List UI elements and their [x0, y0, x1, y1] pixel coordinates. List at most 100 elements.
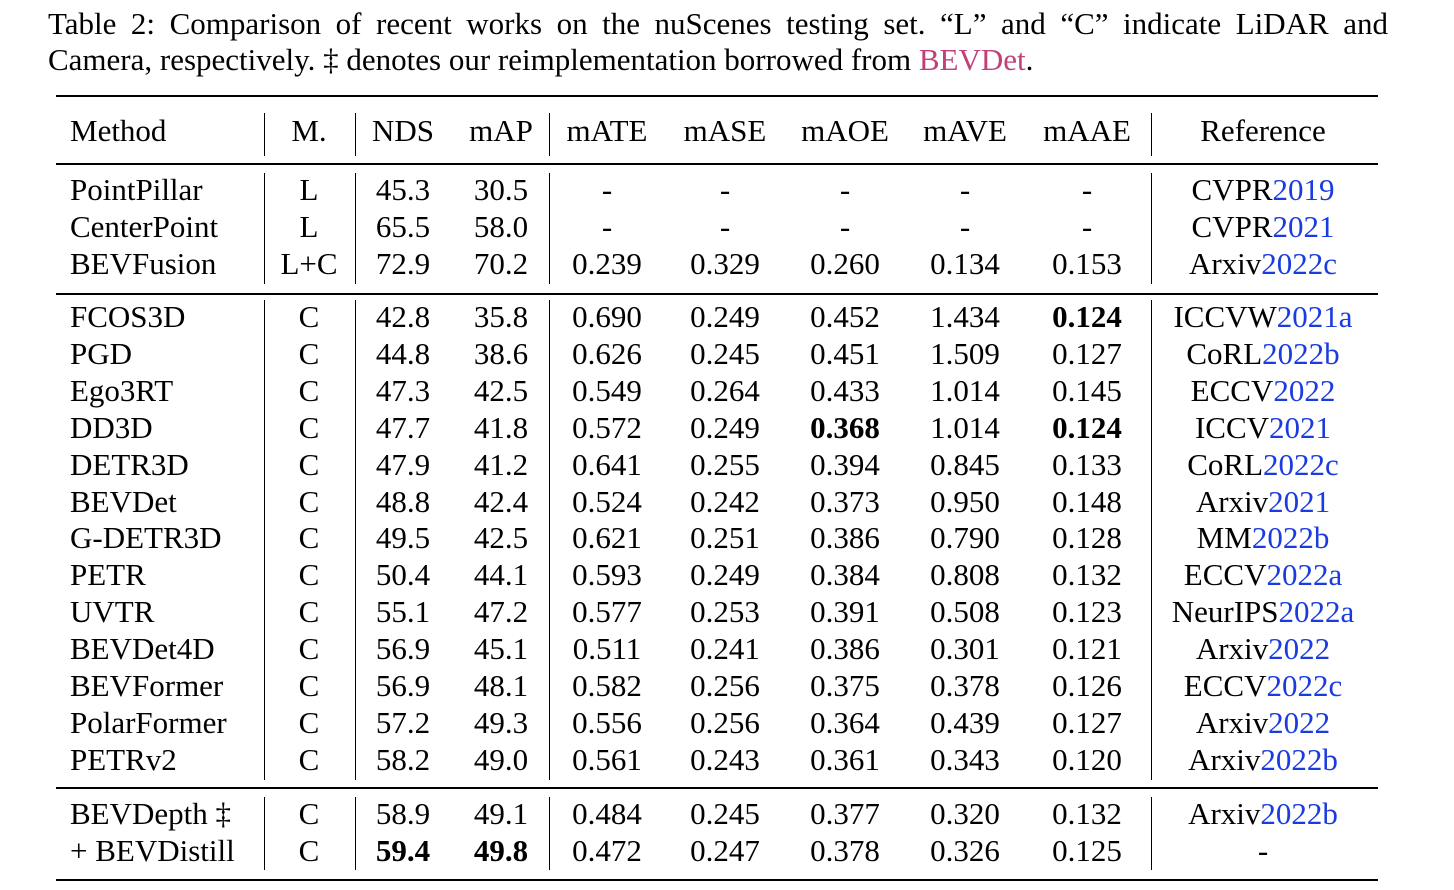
cell-nds: 48.8 — [375, 483, 431, 519]
cell-reference: ICCV2021 — [1195, 410, 1331, 446]
cell-map: 45.1 — [473, 631, 529, 667]
cell-method: BEVDet4D — [70, 631, 215, 667]
reference-year-link[interactable]: 2022b — [1260, 741, 1338, 777]
cell-m: C — [298, 520, 320, 556]
cell-mase: 0.256 — [690, 668, 760, 703]
cell-mave: - — [959, 172, 971, 207]
cell-maae: 0.132 — [1052, 796, 1122, 831]
cell-maoe: 0.375 — [810, 668, 880, 703]
reference-year-link[interactable]: 2021a — [1276, 299, 1353, 334]
cell-maae: 0.125 — [1052, 832, 1122, 868]
reference-year-link[interactable]: 2022c — [1263, 446, 1339, 482]
cell-reference: ECCV2022c — [1184, 668, 1342, 704]
cell-m: C — [298, 796, 320, 831]
reference-year-link[interactable]: 2022a — [1266, 557, 1343, 593]
cell-nds: 55.1 — [375, 594, 431, 630]
cell-mate: 0.561 — [572, 741, 642, 777]
cell-method: BEVDepth ‡ — [70, 796, 232, 831]
header-map: mAP — [469, 113, 533, 148]
reference-venue: CoRL — [1186, 335, 1263, 371]
cell-reference: ECCV2022 — [1191, 373, 1336, 409]
cell-maoe: 0.452 — [810, 299, 880, 334]
cell-maoe: 0.377 — [810, 796, 880, 831]
cell-mave: 0.808 — [930, 557, 1000, 593]
reference-year-link[interactable]: 2019 — [1272, 172, 1335, 207]
cell-mate: 0.572 — [572, 409, 642, 445]
reference-year-link[interactable]: 2022a — [1278, 594, 1355, 630]
cell-maoe: 0.386 — [810, 631, 880, 667]
cell-maae: 0.126 — [1052, 668, 1122, 703]
cell-mave: 0.790 — [930, 520, 1000, 556]
cell-map: 41.2 — [473, 446, 529, 482]
cell-mave: 0.301 — [930, 631, 1000, 667]
cell-m: C — [298, 335, 320, 371]
cell-m: C — [298, 832, 320, 868]
cell-nds: 47.9 — [375, 446, 431, 482]
cell-reference: Arxiv2022b — [1188, 796, 1338, 832]
caption-link-bevdet[interactable]: BEVDet — [918, 42, 1026, 77]
reference-year-link[interactable]: 2022b — [1251, 520, 1330, 556]
group-rule-2 — [56, 787, 1378, 789]
reference-venue: CoRL — [1187, 446, 1264, 482]
cell-nds: 42.8 — [375, 299, 431, 334]
column-divider — [264, 797, 266, 870]
cell-mave: 1.434 — [930, 299, 1000, 334]
cell-reference: Arxiv2022 — [1196, 631, 1330, 667]
cell-method: G-DETR3D — [70, 520, 222, 556]
cell-mase: 0.243 — [690, 741, 760, 777]
cell-mase: 0.245 — [690, 796, 760, 831]
reference-year-link[interactable]: 2021 — [1268, 483, 1331, 519]
cell-mase: - — [719, 172, 731, 207]
cell-map: 49.3 — [473, 704, 529, 740]
cell-mate: - — [601, 208, 613, 244]
reference-year-link[interactable]: 2022 — [1268, 631, 1331, 667]
cell-map: 49.8 — [473, 832, 529, 868]
cell-mate: 0.621 — [572, 520, 642, 556]
column-divider — [264, 173, 266, 284]
cell-mave: 1.014 — [930, 372, 1000, 408]
reference-venue: MM — [1196, 520, 1252, 556]
reference-venue: ECCV — [1183, 557, 1267, 593]
header-m: M. — [291, 113, 327, 148]
cell-maoe: 0.361 — [810, 741, 880, 777]
cell-mave: 0.343 — [930, 741, 1000, 777]
reference-year-link[interactable]: 2021 — [1269, 409, 1332, 445]
cell-mase: 0.249 — [690, 557, 760, 593]
cell-method: PointPillar — [70, 172, 203, 207]
reference-year-link[interactable]: 2022c — [1261, 245, 1338, 281]
cell-reference: ICCVW2021a — [1173, 299, 1352, 335]
reference-venue: ICCV — [1194, 409, 1270, 445]
reference-venue: Arxiv — [1195, 704, 1269, 740]
cell-mave: 0.320 — [930, 796, 1000, 831]
reference-venue: - — [1257, 832, 1269, 868]
cell-map: 58.0 — [473, 208, 529, 244]
reference-year-link[interactable]: 2021 — [1272, 208, 1335, 244]
cell-mate: 0.556 — [572, 704, 642, 740]
cell-m: C — [298, 409, 320, 445]
cell-maae: 0.133 — [1052, 446, 1122, 482]
reference-venue: Arxiv — [1195, 483, 1269, 519]
cell-map: 42.5 — [473, 520, 529, 556]
cell-mase: 0.255 — [690, 446, 760, 482]
reference-year-link[interactable]: 2022 — [1268, 704, 1331, 740]
cell-mase: 0.256 — [690, 704, 760, 740]
cell-m: C — [298, 446, 320, 482]
reference-year-link[interactable]: 2022 — [1273, 372, 1336, 408]
cell-mase: 0.264 — [690, 372, 760, 408]
reference-year-link[interactable]: 2022b — [1260, 796, 1338, 831]
cell-reference: ECCV2022a — [1184, 557, 1342, 593]
cell-mate: - — [601, 172, 613, 207]
cell-map: 41.8 — [473, 409, 529, 445]
header-nds: NDS — [371, 113, 435, 148]
reference-venue: ECCV — [1190, 372, 1274, 408]
column-divider — [549, 797, 551, 870]
cell-reference: CoRL2022c — [1187, 447, 1339, 483]
reference-year-link[interactable]: 2022b — [1262, 335, 1340, 371]
cell-maae: 0.132 — [1052, 557, 1122, 593]
cell-m: C — [298, 741, 320, 777]
cell-mase: 0.245 — [690, 335, 760, 371]
column-divider — [1151, 300, 1153, 780]
cell-map: 48.1 — [473, 668, 529, 703]
reference-year-link[interactable]: 2022c — [1266, 668, 1343, 703]
cell-mate: 0.593 — [572, 557, 642, 593]
